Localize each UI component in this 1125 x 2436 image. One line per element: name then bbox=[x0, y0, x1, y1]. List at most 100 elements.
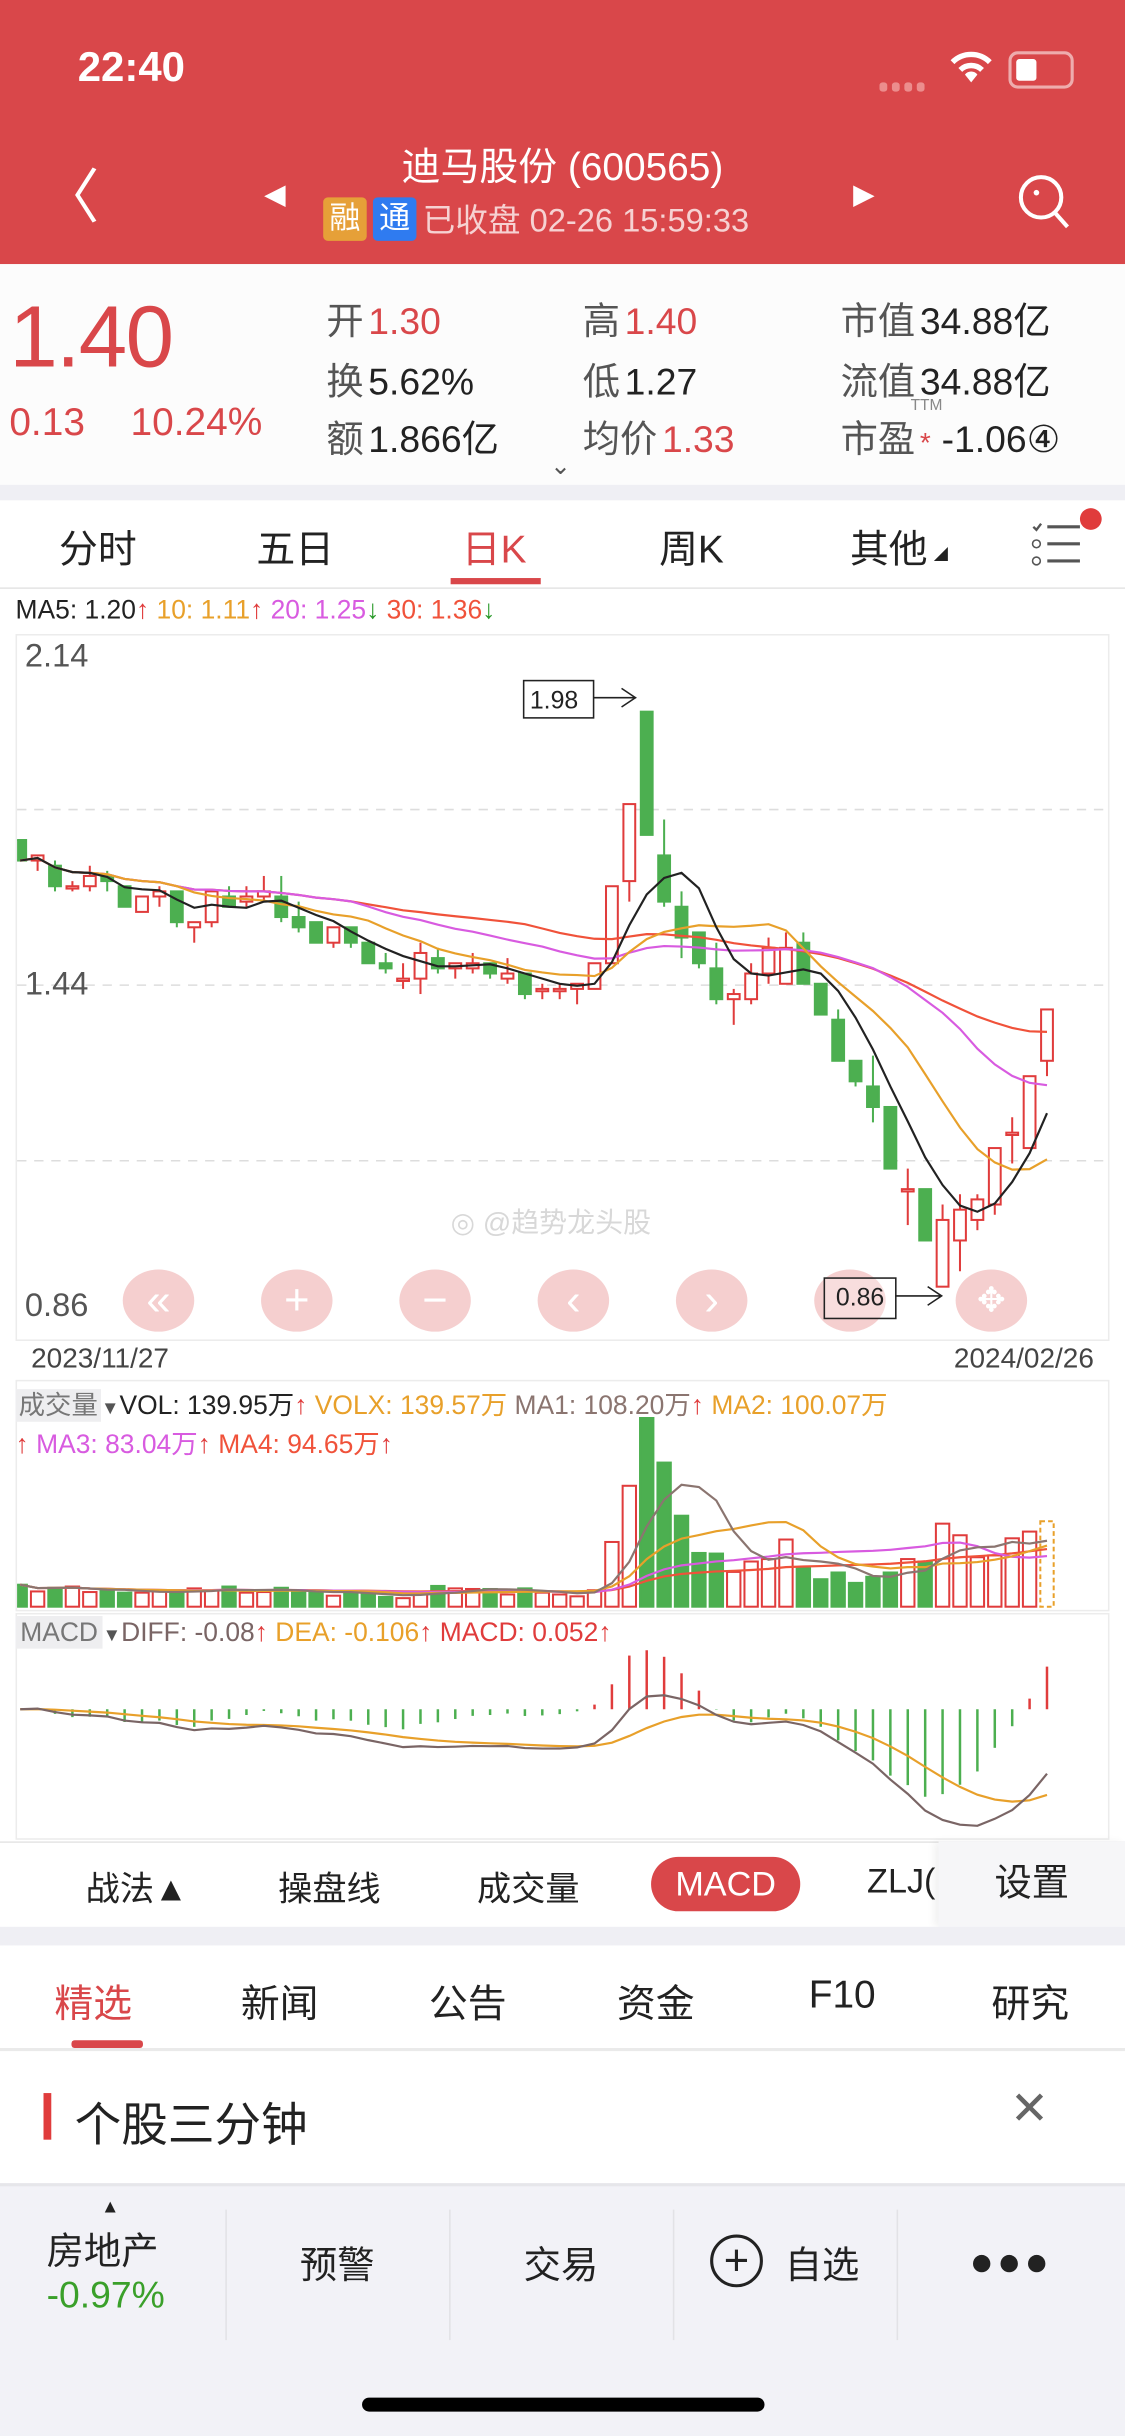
scroll-start-button[interactable]: « bbox=[122, 1269, 195, 1332]
quote-panel bbox=[0, 264, 1125, 485]
candle-body bbox=[674, 905, 689, 939]
weibo-logo-icon: ◎ bbox=[450, 1207, 483, 1239]
volume-indicator-select[interactable]: 成交量 bbox=[15, 1389, 102, 1422]
stat-open: 开 1.30 bbox=[326, 301, 441, 344]
volume-bar bbox=[221, 1585, 237, 1608]
stat-pe: 市盈 TTM * -1.06④ bbox=[840, 397, 1061, 462]
close-icon[interactable]: ✕ bbox=[1010, 2083, 1050, 2136]
sector-change: -0.97% bbox=[46, 2274, 165, 2317]
volume-bar bbox=[656, 1461, 672, 1608]
previous-stock-arrow-icon[interactable]: ◀ bbox=[264, 178, 286, 210]
macd-button[interactable]: MACD bbox=[651, 1856, 801, 1912]
scroll-right-button[interactable]: › bbox=[675, 1269, 748, 1332]
candle-body bbox=[639, 710, 654, 836]
next-stock-arrow-icon[interactable]: ▶ bbox=[853, 178, 875, 210]
news-tab-funds[interactable]: 资金 bbox=[616, 1982, 695, 2027]
back-chevron-icon[interactable]: 〈 bbox=[40, 166, 100, 232]
high-arrow-icon bbox=[593, 687, 637, 708]
indicator-toolbar bbox=[0, 1841, 1125, 1929]
add-watchlist-button[interactable]: + 自选 bbox=[673, 2152, 897, 2370]
status-time: 22:40 bbox=[77, 43, 186, 91]
battery-icon bbox=[1008, 51, 1074, 89]
candle-body bbox=[987, 1147, 1002, 1206]
candle-body bbox=[309, 921, 323, 944]
indicator-list-icon[interactable] bbox=[1029, 507, 1104, 572]
volume-bar bbox=[952, 1534, 968, 1608]
volume-bar bbox=[691, 1551, 707, 1608]
volume-ma1-line bbox=[19, 1483, 1048, 1597]
ma-legend: MA5: 1.20↑ 10: 1.11↑ 20: 1.25↓ 30: 1.36↓ bbox=[15, 595, 496, 625]
volume-bar bbox=[377, 1595, 394, 1608]
tab-other[interactable]: 其他 bbox=[849, 528, 928, 572]
strategy-button[interactable]: 战法▲ bbox=[85, 1869, 188, 1909]
volume-button[interactable]: 成交量 bbox=[477, 1869, 580, 1909]
market-status: 已收盘 02-26 15:59:33 bbox=[422, 203, 750, 240]
home-indicator[interactable] bbox=[362, 2397, 765, 2412]
volume-bar bbox=[343, 1591, 359, 1608]
watermark: ◎ @趋势龙头股 bbox=[450, 1207, 652, 1239]
plus-circle-icon: + bbox=[710, 2234, 763, 2288]
section-accent-bar bbox=[43, 2093, 52, 2140]
news-tab-announcements[interactable]: 公告 bbox=[428, 1982, 507, 2027]
volume-ma2-line bbox=[19, 1520, 1048, 1595]
volume-legend-line2: ↑ MA3: 83.04万↑ MA4: 94.65万↑ bbox=[15, 1429, 393, 1460]
zljc-button[interactable]: ZLJ( bbox=[867, 1861, 936, 1901]
tab-weekly-k[interactable]: 周K bbox=[659, 528, 724, 572]
volume-bar bbox=[900, 1558, 916, 1608]
zoom-in-button[interactable]: + bbox=[261, 1269, 333, 1332]
tab-intraday[interactable]: 分时 bbox=[59, 528, 137, 572]
settings-button[interactable]: 设置 bbox=[938, 1841, 1125, 1927]
candle-body bbox=[1040, 1008, 1054, 1062]
candle-body bbox=[17, 839, 28, 862]
tab-five-day[interactable]: 五日 bbox=[256, 528, 335, 572]
expand-chevron-icon[interactable]: ⌄ bbox=[550, 453, 571, 481]
candle-body bbox=[117, 885, 132, 908]
volume-bar bbox=[552, 1593, 568, 1608]
ma5-line bbox=[20, 856, 1048, 1213]
volume-bar bbox=[830, 1571, 846, 1608]
alert-button[interactable]: 预警 bbox=[299, 2244, 375, 2287]
macd-indicator-select[interactable]: MACD bbox=[15, 1616, 103, 1649]
zoom-out-button[interactable]: − bbox=[399, 1269, 471, 1332]
stat-market-cap: 市值 34.88亿 bbox=[840, 301, 1051, 344]
stat-low: 低 1.27 bbox=[582, 362, 698, 405]
scroll-left-button[interactable]: ‹ bbox=[537, 1269, 610, 1332]
active-news-tab-indicator bbox=[71, 2040, 143, 2049]
news-tab-featured[interactable]: 精选 bbox=[54, 1982, 133, 2027]
candle-body bbox=[135, 895, 149, 913]
candle-body bbox=[274, 895, 289, 919]
volume-panel[interactable] bbox=[15, 1379, 1110, 1612]
news-tab-research[interactable]: 研究 bbox=[991, 1982, 1070, 2027]
date-axis-start: 2023/11/27 bbox=[31, 1342, 170, 1374]
candle-body bbox=[535, 987, 550, 993]
news-tab-news[interactable]: 新闻 bbox=[240, 1982, 319, 2027]
volume-bar bbox=[534, 1591, 550, 1608]
divider bbox=[0, 484, 1125, 501]
volume-bar bbox=[743, 1560, 759, 1608]
volume-bar bbox=[726, 1570, 742, 1608]
candle-body bbox=[361, 941, 376, 965]
candle-body bbox=[726, 993, 741, 1001]
stat-float-cap: 流值 34.88亿 bbox=[840, 362, 1051, 405]
news-tab-f10[interactable]: F10 bbox=[808, 1973, 876, 2017]
macd-panel[interactable] bbox=[15, 1612, 1110, 1840]
trading-line-button[interactable]: 操盘线 bbox=[278, 1869, 381, 1909]
kline-panel[interactable] bbox=[15, 633, 1110, 1341]
divider bbox=[0, 587, 1125, 589]
expand-up-icon[interactable]: ▲ bbox=[101, 2195, 120, 2218]
trade-button[interactable]: 交易 bbox=[523, 2244, 599, 2287]
sector-name[interactable]: 房地产 bbox=[46, 2231, 159, 2274]
candle-body bbox=[413, 951, 428, 980]
volume-bar bbox=[673, 1514, 690, 1608]
tab-daily-k[interactable]: 日K bbox=[461, 528, 527, 572]
search-icon[interactable] bbox=[1015, 171, 1077, 233]
date-axis-end: 2024/02/26 bbox=[953, 1342, 1094, 1374]
fullscreen-button[interactable] bbox=[814, 1269, 886, 1332]
candle-body bbox=[1005, 1131, 1020, 1137]
more-icon[interactable]: ●●● bbox=[969, 2236, 1053, 2284]
move-button[interactable]: ✥ bbox=[955, 1269, 1028, 1332]
volume-bar bbox=[639, 1416, 655, 1608]
high-annotation: 1.98 bbox=[530, 687, 578, 715]
